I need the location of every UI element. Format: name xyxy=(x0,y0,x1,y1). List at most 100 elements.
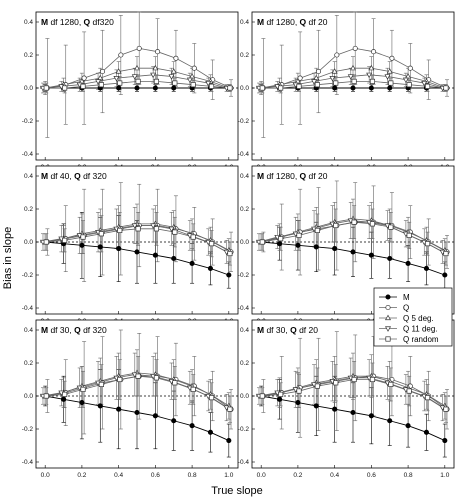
y-tick-label: -0.2 xyxy=(22,118,34,125)
data-point xyxy=(150,223,157,229)
data-point xyxy=(368,252,374,258)
legend-marker xyxy=(385,294,391,300)
data-point xyxy=(276,241,283,247)
data-point xyxy=(350,409,356,416)
panel-title: M df 1280, Q df 20 xyxy=(257,17,328,27)
y-tick-label: -0.4 xyxy=(238,305,250,312)
y-tick-label: 0.2 xyxy=(24,52,33,59)
data-point xyxy=(443,251,449,257)
data-point xyxy=(135,373,141,379)
data-point xyxy=(60,396,67,402)
x-tick-label: 0.4 xyxy=(330,472,339,479)
panel-title-bold-a: M xyxy=(257,17,264,27)
data-point xyxy=(333,222,339,229)
panel-title-bold-a: M xyxy=(257,325,264,335)
y-tick-label: -0.2 xyxy=(238,426,250,433)
legend-marker xyxy=(385,304,391,311)
y-tick-label: 0.2 xyxy=(240,360,249,367)
data-point xyxy=(152,413,158,419)
data-point xyxy=(349,64,357,71)
data-point xyxy=(278,85,284,91)
x-tick-label: 0.6 xyxy=(367,472,376,479)
y-tick-label: 0.0 xyxy=(240,393,249,400)
data-point xyxy=(425,241,431,247)
data-point xyxy=(332,246,338,252)
data-point xyxy=(384,74,391,80)
data-point xyxy=(442,272,448,278)
data-point xyxy=(351,376,357,383)
legend-marker xyxy=(384,314,392,321)
y-tick-label: -0.2 xyxy=(238,118,250,125)
data-point xyxy=(117,376,123,383)
y-tick-label: -0.2 xyxy=(238,272,250,279)
legend-label: M xyxy=(403,293,410,302)
data-point xyxy=(135,226,141,232)
panel-title-bold-a: M xyxy=(257,171,264,181)
data-point xyxy=(387,85,393,91)
y-tick-label: -0.4 xyxy=(22,459,34,466)
panel-title-bold-a: M xyxy=(41,171,48,181)
x-tick-label: 0.8 xyxy=(404,472,413,479)
panel-title: M df 1280, Q df 20 xyxy=(257,171,328,181)
panel-title: M df 40, Q df 320 xyxy=(41,171,107,181)
data-point xyxy=(191,65,197,71)
y-tick-label: -0.4 xyxy=(22,151,34,158)
data-point xyxy=(134,249,140,255)
data-point xyxy=(99,68,106,75)
panel-title-mid: df 1280, xyxy=(48,17,83,27)
data-point xyxy=(313,244,319,250)
data-point xyxy=(421,80,428,87)
data-point xyxy=(118,52,124,58)
data-point xyxy=(97,403,103,409)
data-point xyxy=(98,381,104,388)
x-tick-label: 0.2 xyxy=(293,472,302,479)
y-tick-label: 0.0 xyxy=(24,239,33,246)
panel-title-bold-b: Q xyxy=(74,171,81,181)
legend: MQQ 5 deg. Q 11 deg.Q random xyxy=(373,287,453,347)
panel-title: M df 30, Q df 320 xyxy=(41,325,107,335)
data-point xyxy=(117,227,123,234)
data-point xyxy=(227,406,233,412)
data-point xyxy=(352,45,358,51)
data-point xyxy=(205,80,212,87)
data-point xyxy=(79,400,85,406)
panel-title-mid: df 30, xyxy=(48,325,74,335)
data-point xyxy=(189,423,195,429)
data-point xyxy=(80,386,86,392)
y-tick-label: -0.2 xyxy=(22,426,34,433)
panel-title-bold-b: Q xyxy=(290,325,297,335)
legend-marker xyxy=(384,326,392,332)
data-point xyxy=(369,78,376,84)
data-point xyxy=(115,68,122,74)
data-point xyxy=(351,219,357,225)
data-point xyxy=(388,80,394,86)
data-point xyxy=(62,85,68,91)
data-point xyxy=(425,395,431,401)
data-point xyxy=(152,85,158,91)
panel-title-mid: df 40, xyxy=(48,171,74,181)
data-point xyxy=(134,409,140,416)
data-point xyxy=(171,85,177,91)
data-point xyxy=(332,85,338,91)
y-tick-label: 0.4 xyxy=(24,19,33,26)
data-point xyxy=(207,429,214,435)
y-tick-label: 0.4 xyxy=(240,173,249,180)
data-point xyxy=(150,72,157,79)
data-point xyxy=(369,221,376,227)
panel-title-bold-b: Q xyxy=(300,171,307,181)
panel-grid: M df 1280, Q df320 -0.4 -0.2 0.0 0.2 0.4 0.0 0.… xyxy=(22,11,455,479)
panel-title-bold-b: Q xyxy=(84,17,91,27)
data-point xyxy=(153,78,160,84)
data-point xyxy=(296,388,302,394)
data-point xyxy=(295,242,301,248)
data-point xyxy=(314,383,320,389)
x-tick-label: 1.0 xyxy=(224,472,233,479)
data-point xyxy=(369,376,376,383)
data-point xyxy=(97,244,103,250)
data-point xyxy=(350,249,356,255)
data-point xyxy=(406,388,412,394)
y-tick-label: 0.4 xyxy=(24,327,33,334)
x-tick-label: 1.0 xyxy=(440,472,449,479)
y-tick-label: -0.4 xyxy=(238,459,250,466)
